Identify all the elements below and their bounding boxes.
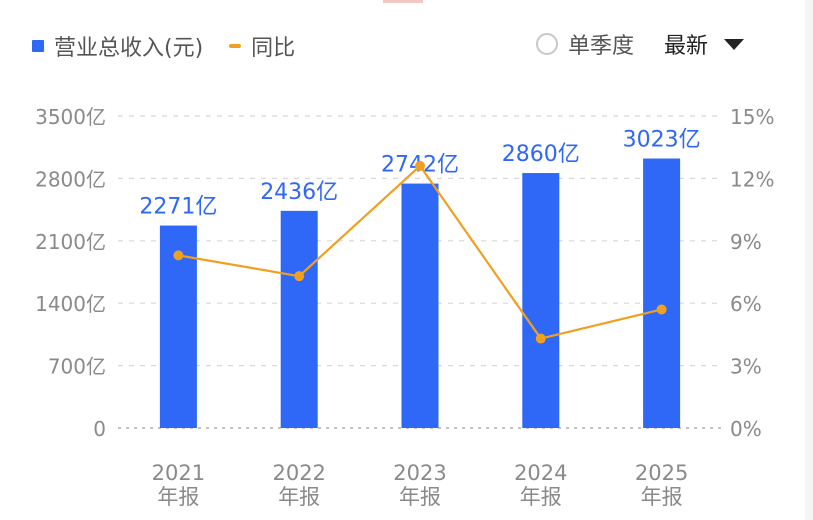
x-tick-label: 2022 bbox=[272, 461, 325, 485]
top-indicator bbox=[383, 0, 423, 3]
bar-value-label: 2860亿 bbox=[502, 142, 580, 167]
x-tick-sublabel: 年报 bbox=[520, 485, 562, 509]
y-right-tick-label: 6% bbox=[730, 292, 762, 316]
x-tick-label: 2024 bbox=[514, 461, 567, 485]
x-tick-sublabel: 年报 bbox=[399, 485, 441, 509]
x-tick-sublabel: 年报 bbox=[157, 485, 199, 509]
x-tick-sublabel: 年报 bbox=[278, 485, 320, 509]
y-right-tick-label: 12% bbox=[730, 167, 774, 191]
y-right-tick-label: 3% bbox=[730, 355, 762, 379]
single-season-toggle[interactable]: 单季度 bbox=[536, 28, 634, 60]
yoy-point bbox=[535, 333, 546, 344]
y-left-tick-label: 700亿 bbox=[48, 355, 106, 379]
period-dropdown[interactable]: 最新 bbox=[664, 28, 745, 60]
yoy-point bbox=[294, 271, 305, 282]
legend-label-revenue: 营业总收入(元) bbox=[54, 36, 204, 61]
x-tick-sublabel: 年报 bbox=[641, 485, 683, 509]
yoy-point bbox=[415, 160, 425, 171]
y-left-tick-label: 0 bbox=[93, 417, 106, 441]
bar bbox=[522, 173, 560, 428]
y-right-tick-label: 9% bbox=[730, 230, 762, 254]
y-right-tick-label: 15% bbox=[730, 105, 774, 129]
y-left-tick-label: 3500亿 bbox=[35, 105, 106, 129]
y-left-tick-label: 2100亿 bbox=[35, 230, 106, 254]
bar-value-label: 2436亿 bbox=[260, 180, 338, 205]
yoy-point bbox=[656, 304, 667, 315]
x-tick-label: 2025 bbox=[635, 461, 688, 485]
y-left-tick-label: 1400亿 bbox=[35, 292, 106, 316]
legend-item-yoy[interactable]: 同比 bbox=[229, 30, 295, 62]
legend-label-yoy: 同比 bbox=[251, 36, 296, 61]
legend-swatch-line bbox=[229, 44, 242, 48]
legend: 营业总收入(元) 同比 bbox=[32, 30, 321, 62]
legend-item-revenue[interactable]: 营业总收入(元) bbox=[32, 30, 203, 62]
chart-header: 营业总收入(元) 同比 单季度 最新 bbox=[0, 0, 813, 90]
radio-icon[interactable] bbox=[536, 33, 558, 55]
period-dropdown-label: 最新 bbox=[664, 34, 709, 59]
y-left-tick-label: 2800亿 bbox=[35, 167, 106, 191]
x-tick-label: 2021 bbox=[152, 461, 205, 485]
bar-value-label: 3023亿 bbox=[623, 128, 701, 153]
caret-down-icon bbox=[724, 38, 745, 50]
chart-controls: 单季度 最新 bbox=[536, 28, 745, 60]
bar bbox=[401, 183, 439, 428]
scroll-edge bbox=[805, 0, 813, 520]
single-season-label: 单季度 bbox=[568, 34, 635, 59]
bar bbox=[643, 158, 681, 428]
x-tick-label: 2023 bbox=[393, 461, 446, 485]
y-right-tick-label: 0% bbox=[730, 417, 762, 441]
bar-value-label: 2271亿 bbox=[139, 195, 217, 220]
bar bbox=[280, 210, 318, 428]
legend-swatch-bar bbox=[32, 40, 44, 52]
yoy-point bbox=[173, 250, 184, 261]
